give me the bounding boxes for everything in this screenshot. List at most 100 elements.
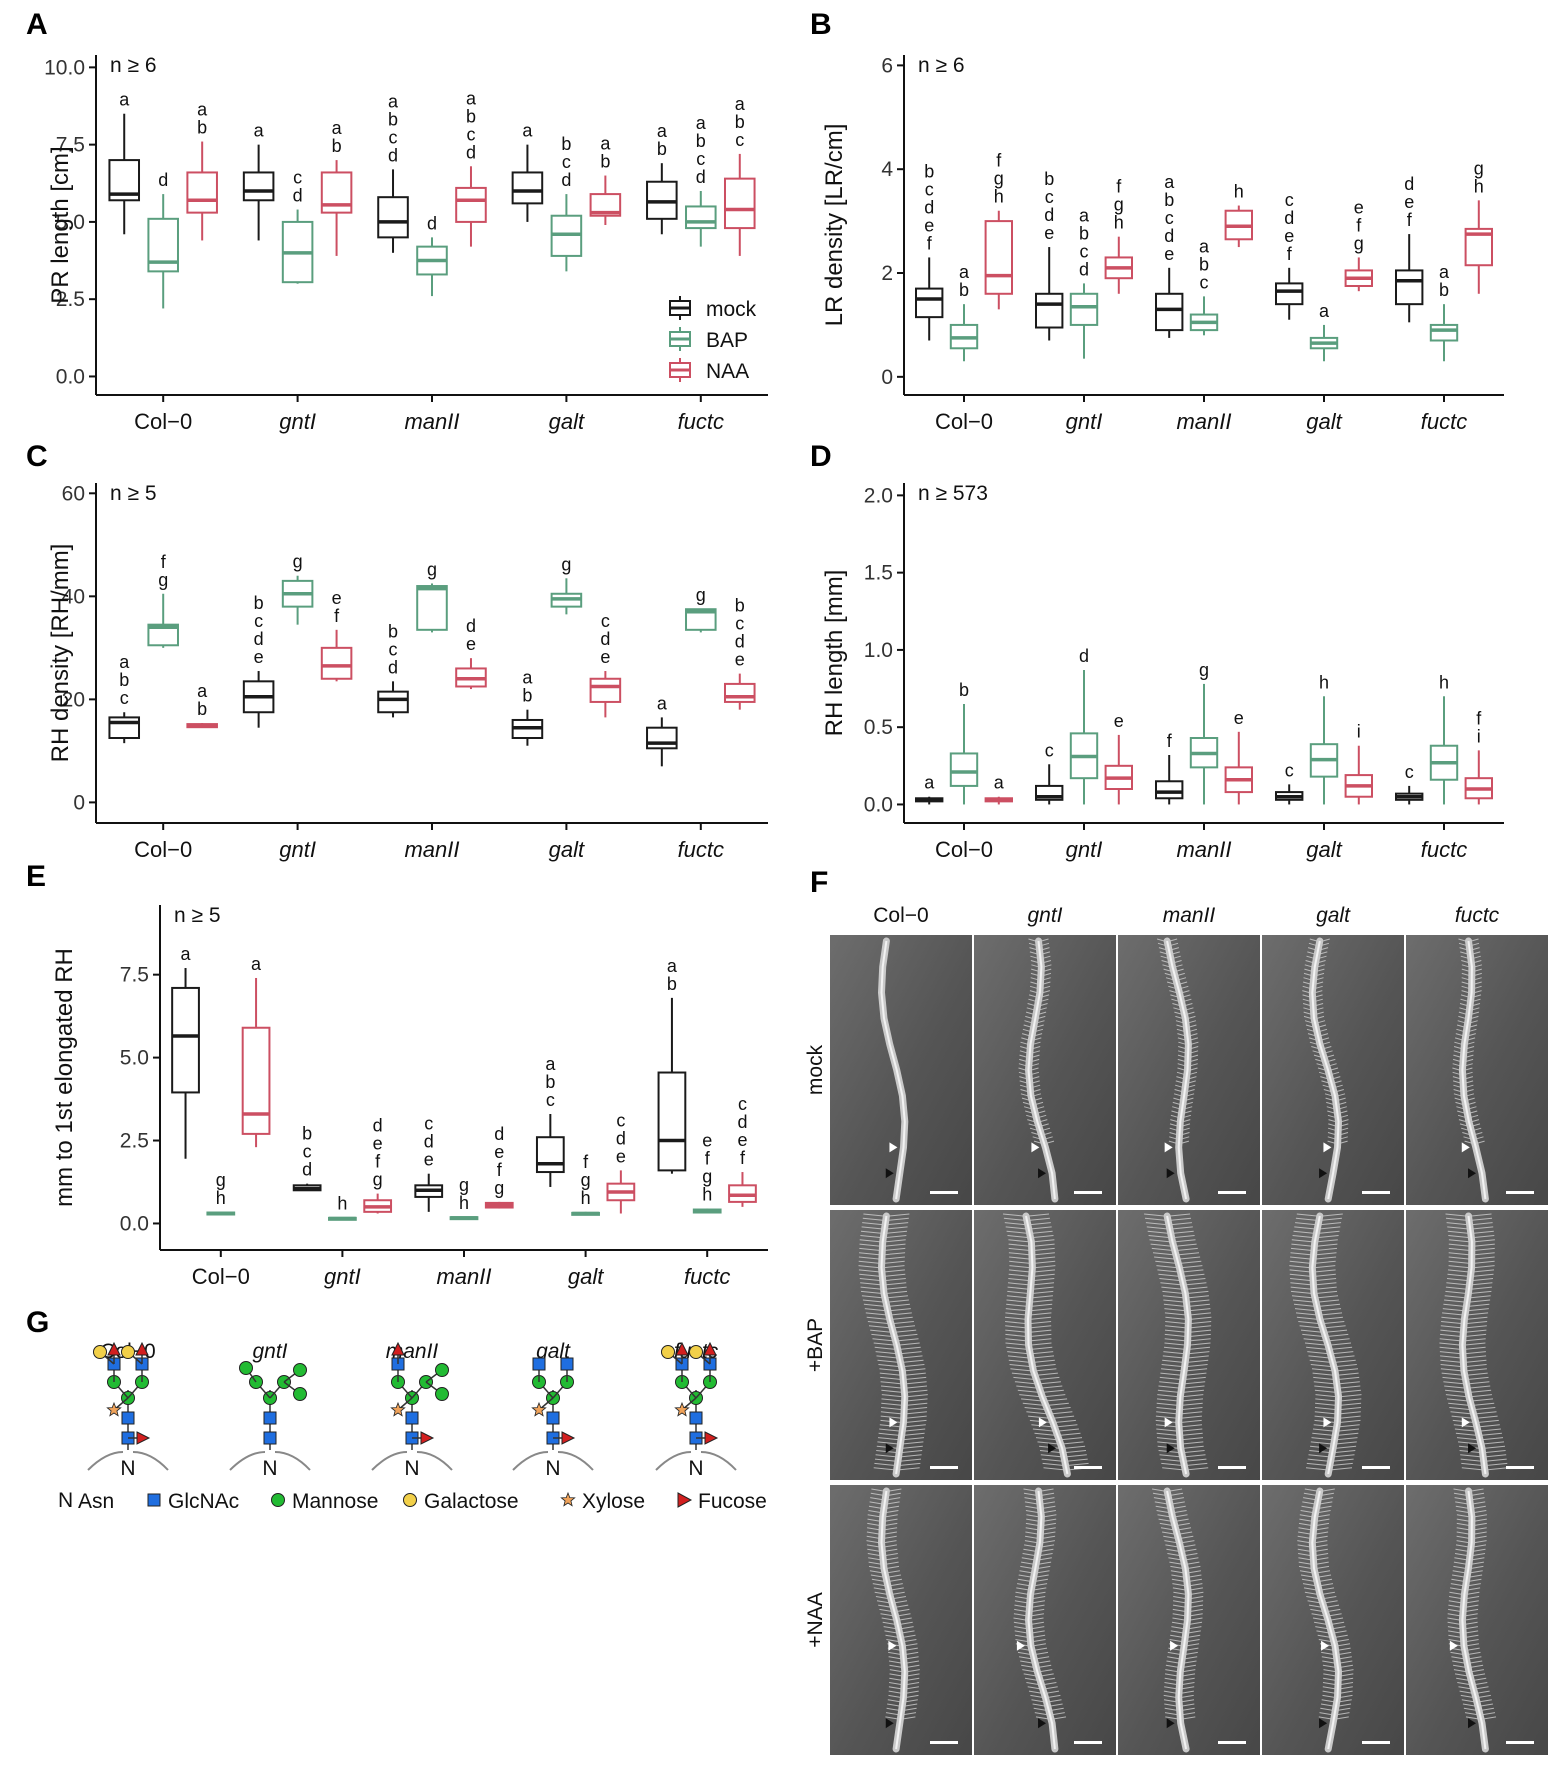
- significance-letter: g: [702, 1167, 712, 1187]
- box-bap: d: [416, 213, 448, 297]
- fucose-icon: [420, 1431, 435, 1445]
- box-naa: ab: [186, 681, 218, 729]
- micrograph: [974, 1485, 1116, 1755]
- y-axis-label: RH length [mm]: [821, 570, 848, 737]
- significance-letter: a: [1439, 262, 1450, 282]
- box-bap: a: [1309, 301, 1339, 362]
- fucose-icon: [561, 1431, 576, 1445]
- root-hairs: [1289, 1213, 1362, 1471]
- mannose-icon: [249, 1375, 263, 1389]
- asn-symbol: N: [404, 1457, 419, 1480]
- scale-bar: [1362, 1466, 1390, 1469]
- panel-c-chart: C 0 20 40 60 RH density [RH/mm] n ≥ 5 Col−0 gntI…: [26, 440, 768, 862]
- significance-letter: c: [254, 611, 263, 631]
- significance-letter: h: [216, 1188, 226, 1208]
- significance-letter: d: [158, 170, 168, 190]
- box-naa: h: [1224, 182, 1253, 248]
- micrograph: [1118, 1210, 1260, 1480]
- root-highlight: [1166, 1215, 1190, 1475]
- significance-letter: d: [1164, 226, 1174, 246]
- significance-letter: i: [1477, 726, 1481, 746]
- micrograph: [1406, 1210, 1548, 1480]
- box-naa: gh: [1464, 158, 1493, 294]
- white-arrowhead: [888, 1640, 897, 1651]
- black-arrowhead: [1048, 1443, 1057, 1454]
- box-iqr: [589, 193, 622, 217]
- significance-letter: e: [1354, 197, 1364, 217]
- black-arrowhead: [1038, 1718, 1047, 1729]
- significance-letter: e: [494, 1142, 504, 1162]
- significance-letter: b: [600, 152, 610, 172]
- significance-letter: b: [924, 161, 934, 181]
- micrograph: [974, 1210, 1116, 1480]
- box-naa: efg: [1344, 197, 1373, 292]
- mannose-icon: [293, 1363, 307, 1377]
- significance-letter: c: [303, 1142, 312, 1162]
- galactose-icon: [661, 1345, 675, 1359]
- x-tick-label: manII: [1176, 409, 1231, 434]
- significance-letter: h: [1474, 176, 1484, 196]
- root-highlight: [880, 1215, 906, 1475]
- scale-bar: [1074, 1191, 1102, 1194]
- significance-letter: a: [119, 90, 130, 110]
- box-mock: abc: [108, 652, 141, 744]
- significance-letter: g: [994, 169, 1004, 189]
- galactose-icon: [403, 1493, 417, 1507]
- x-tick-label: Col−0: [935, 837, 993, 862]
- box-bap: h: [1309, 672, 1339, 805]
- significance-letter: c: [616, 1110, 625, 1130]
- significance-letter: e: [616, 1146, 626, 1166]
- significance-letter: b: [1164, 190, 1174, 210]
- box-iqr: [377, 196, 409, 239]
- legend-label: NAA: [706, 360, 749, 383]
- column-label: gntI: [1027, 904, 1062, 927]
- box-bap: fgh: [571, 1152, 600, 1216]
- white-arrowhead: [1164, 1142, 1173, 1153]
- x-tick-label: galt: [1306, 837, 1342, 862]
- significance-letter: e: [373, 1134, 383, 1154]
- x-tick-label: Col−0: [192, 1264, 250, 1289]
- significance-letter: g: [1199, 660, 1209, 680]
- significance-letter: c: [1405, 762, 1414, 782]
- glcnac-icon: [546, 1411, 560, 1425]
- significance-letter: b: [545, 1072, 555, 1092]
- x-tick-label: manII: [436, 1264, 491, 1289]
- significance-letter: d: [424, 1132, 434, 1152]
- significance-letter: f: [996, 151, 1002, 171]
- micrograph: [830, 935, 972, 1205]
- root-highlight: [1311, 1490, 1340, 1750]
- y-tick-label: 0.0: [56, 365, 85, 388]
- scale-bar: [1506, 1741, 1534, 1744]
- root-hairs: [858, 1213, 928, 1471]
- x-tick-label: manII: [404, 409, 459, 434]
- significance-letter: a: [657, 693, 668, 713]
- significance-letter: c: [424, 1114, 433, 1134]
- box-naa: de: [455, 616, 487, 690]
- asn-symbol: N: [688, 1457, 703, 1480]
- asn-backbone: [229, 1451, 311, 1471]
- significance-letter: b: [388, 621, 398, 641]
- box-iqr: [589, 677, 622, 703]
- box-iqr: [915, 287, 944, 319]
- box-naa: e: [1224, 708, 1253, 805]
- black-arrowhead: [1038, 1168, 1047, 1179]
- y-axis-label: mm to 1st elongated RH: [51, 948, 78, 1207]
- panel-letter: F: [810, 866, 828, 899]
- root-highlight: [1461, 940, 1487, 1200]
- box-naa: abc: [723, 94, 756, 256]
- y-tick-label: 4: [881, 158, 893, 181]
- significance-letter: h: [994, 187, 1004, 207]
- box-iqr: [657, 1071, 687, 1172]
- significance-letter: d: [1079, 646, 1089, 666]
- significance-letter: c: [1165, 208, 1174, 228]
- white-arrowhead: [1016, 1640, 1025, 1651]
- glcnac-icon: [532, 1357, 546, 1371]
- micrograph: [974, 935, 1116, 1205]
- significance-letter: e: [254, 647, 264, 667]
- fucose-icon: [135, 1341, 149, 1356]
- box-bap: g: [685, 585, 717, 633]
- significance-letter: a: [522, 121, 533, 141]
- significance-letter: e: [1114, 711, 1124, 731]
- panel-letter: C: [26, 440, 48, 473]
- box-bap: g: [416, 559, 448, 633]
